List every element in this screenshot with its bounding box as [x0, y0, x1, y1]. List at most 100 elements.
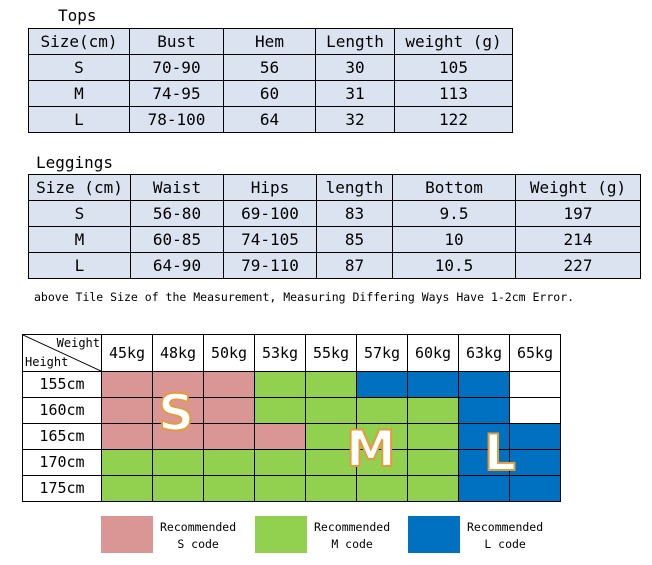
table-cell: 79-110 [223, 252, 317, 279]
size-cell [509, 475, 561, 502]
size-cell [458, 449, 510, 476]
weight-header: 63kg [458, 334, 510, 372]
table-cell: M [28, 80, 130, 107]
legend-line: Recommended [467, 520, 544, 534]
column-header: Size(cm) [28, 28, 130, 55]
table-cell: 56-80 [130, 200, 224, 227]
table-cell: 85 [316, 226, 393, 253]
size-cell [152, 371, 204, 398]
legend-text-m: Recommended M code [314, 519, 390, 553]
column-header: Weight (g) [515, 174, 641, 201]
table-cell: 70-90 [129, 54, 224, 81]
size-cell [356, 423, 408, 450]
column-header: Size (cm) [28, 174, 131, 201]
table-row: M 60-85 74-105 85 10 214 [28, 226, 641, 253]
height-header: 165cm [22, 423, 102, 450]
size-cell [458, 371, 510, 398]
weight-header: 45kg [101, 334, 153, 372]
table-cell: L [28, 106, 130, 133]
size-cell [254, 397, 306, 424]
size-cell [203, 423, 255, 450]
size-cell [152, 475, 204, 502]
height-axis-label: Height [25, 355, 69, 369]
column-header: Hem [223, 28, 316, 55]
grid-row: 170cm [22, 449, 561, 476]
size-cell [407, 397, 459, 424]
size-cell [509, 423, 561, 450]
column-header: Bust [129, 28, 224, 55]
table-cell: 10.5 [392, 252, 516, 279]
legend-swatch-s [101, 516, 153, 553]
grid-row: 165cm [22, 423, 561, 450]
size-cell [407, 449, 459, 476]
size-cell [101, 475, 153, 502]
size-cell [509, 449, 561, 476]
table-header-row: Size (cm) Waist Hips length Bottom Weigh… [28, 174, 641, 201]
size-cell [254, 371, 306, 398]
size-s-label: S [157, 384, 195, 442]
size-l-label: L [483, 424, 517, 482]
measurement-note: above Tile Size of the Measurement, Meas… [34, 290, 575, 304]
table-cell: 60-85 [130, 226, 224, 253]
size-cell [203, 397, 255, 424]
column-header: length [316, 174, 393, 201]
table-row: L 64-90 79-110 87 10.5 227 [28, 252, 641, 279]
size-cell [254, 423, 306, 450]
size-cell [101, 397, 153, 424]
weight-header-row: Weight Height 45kg 48kg 50kg 53kg 55kg 5… [22, 334, 561, 372]
table-cell: 74-95 [129, 80, 224, 107]
size-cell [152, 423, 204, 450]
table-cell: 74-105 [223, 226, 317, 253]
column-header: Length [315, 28, 395, 55]
height-header: 175cm [22, 475, 102, 502]
size-cell [101, 449, 153, 476]
size-recommendation-grid: Weight Height 45kg 48kg 50kg 53kg 55kg 5… [22, 334, 561, 502]
table-cell: 69-100 [223, 200, 317, 227]
legend-text-l: Recommended L code [467, 519, 543, 553]
weight-axis-label: Weight [56, 336, 100, 350]
height-header: 155cm [22, 371, 102, 398]
legend-text-s: Recommended S code [160, 519, 236, 553]
legend-line: Recommended [160, 520, 237, 534]
table-cell: 214 [515, 226, 641, 253]
leggings-size-table: Size (cm) Waist Hips length Bottom Weigh… [28, 174, 641, 279]
table-cell: S [28, 200, 131, 227]
height-header: 170cm [22, 449, 102, 476]
size-cell [101, 423, 153, 450]
legend-line: L code [484, 537, 526, 551]
size-cell [509, 397, 561, 424]
size-cell [152, 397, 204, 424]
table-cell: 31 [315, 80, 395, 107]
weight-header: 60kg [407, 334, 459, 372]
table-cell: 30 [315, 54, 395, 81]
size-cell [203, 371, 255, 398]
size-cell [254, 449, 306, 476]
column-header: Hips [223, 174, 317, 201]
table-cell: 64-90 [130, 252, 224, 279]
size-cell [305, 371, 357, 398]
table-cell: 105 [394, 54, 513, 81]
weight-header: 53kg [254, 334, 306, 372]
size-cell [203, 449, 255, 476]
size-cell [356, 475, 408, 502]
size-m-label: M [345, 420, 397, 478]
size-cell [254, 475, 306, 502]
table-cell: M [28, 226, 131, 253]
table-cell: 78-100 [129, 106, 224, 133]
size-cell [458, 397, 510, 424]
size-cell [407, 371, 459, 398]
size-cell [356, 371, 408, 398]
size-cell [356, 449, 408, 476]
table-cell: 9.5 [392, 200, 516, 227]
size-cell [407, 475, 459, 502]
table-header-row: Size(cm) Bust Hem Length weight (g) [28, 28, 513, 55]
grid-row: 160cm [22, 397, 561, 424]
table-row: M 74-95 60 31 113 [28, 80, 513, 107]
size-cell [305, 475, 357, 502]
height-header: 160cm [22, 397, 102, 424]
size-cell [509, 371, 561, 398]
grid-row: 155cm [22, 371, 561, 398]
size-cell [152, 449, 204, 476]
column-header: Bottom [392, 174, 516, 201]
table-cell: 197 [515, 200, 641, 227]
